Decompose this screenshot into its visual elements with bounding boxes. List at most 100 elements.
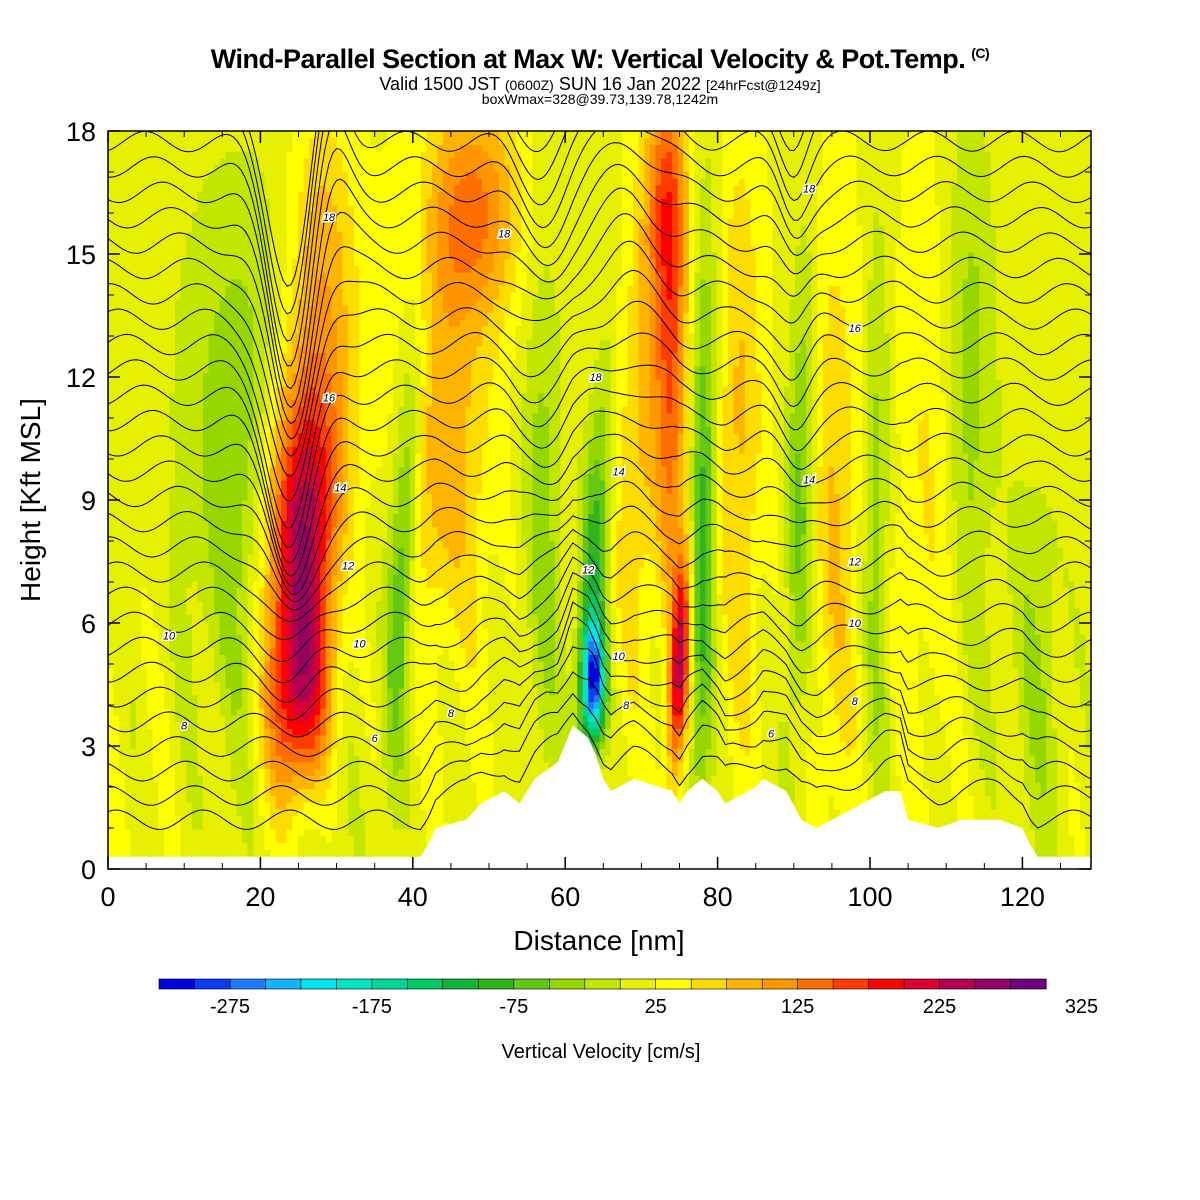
velocity-cell <box>510 775 517 783</box>
velocity-cell <box>359 848 366 857</box>
velocity-cell <box>733 754 740 763</box>
velocity-cell <box>270 728 277 736</box>
velocity-cell <box>940 681 947 689</box>
velocity-cell <box>716 781 724 790</box>
velocity-cell <box>454 754 461 763</box>
velocity-cell <box>242 714 249 723</box>
velocity-cell <box>571 681 578 689</box>
velocity-cell <box>186 754 193 763</box>
velocity-cell <box>337 788 344 796</box>
velocity-cell <box>538 728 545 736</box>
velocity-cell <box>242 687 249 696</box>
velocity-cell <box>135 775 143 783</box>
velocity-cell <box>1029 708 1036 716</box>
velocity-cell <box>538 708 545 716</box>
velocity-cell <box>135 701 143 709</box>
velocity-cell <box>945 795 953 803</box>
velocity-cell <box>476 781 483 790</box>
velocity-cell <box>225 781 232 790</box>
velocity-cell <box>683 754 690 763</box>
velocity-cell <box>309 795 316 803</box>
velocity-cell <box>990 754 997 763</box>
velocity-cell <box>940 801 947 810</box>
velocity-cell <box>940 761 947 770</box>
velocity-cell <box>660 775 668 783</box>
velocity-cell <box>655 748 662 756</box>
velocity-cell <box>1085 842 1091 850</box>
velocity-cell <box>253 728 260 736</box>
velocity-cell <box>191 754 199 763</box>
velocity-cell <box>409 748 416 756</box>
velocity-cell <box>1068 788 1075 796</box>
velocity-cell <box>208 681 215 689</box>
velocity-cell <box>135 788 143 796</box>
velocity-cell <box>655 734 662 743</box>
velocity-cell <box>459 795 467 803</box>
velocity-cell <box>214 848 221 857</box>
velocity-cell <box>320 708 327 716</box>
velocity-cell <box>387 761 394 770</box>
velocity-cell <box>789 714 796 723</box>
velocity-cell <box>1012 808 1020 816</box>
velocity-cell <box>789 795 796 803</box>
velocity-cell <box>264 741 271 749</box>
velocity-cell <box>850 741 858 749</box>
velocity-cell <box>191 842 199 850</box>
velocity-cell <box>152 701 159 709</box>
velocity-cell <box>649 775 657 783</box>
velocity-cell <box>487 748 495 756</box>
velocity-cell <box>147 761 154 770</box>
velocity-cell <box>610 687 617 696</box>
velocity-cell <box>878 701 886 709</box>
velocity-cell <box>130 681 137 689</box>
velocity-cell <box>504 714 511 723</box>
velocity-cell <box>1035 808 1042 816</box>
velocity-cell <box>778 768 785 776</box>
velocity-cell <box>297 714 305 723</box>
velocity-cell <box>962 748 969 756</box>
velocity-cell <box>644 714 651 723</box>
velocity-cell <box>901 775 908 783</box>
velocity-cell <box>242 842 249 850</box>
velocity-cell <box>694 748 701 756</box>
velocity-cell <box>337 748 344 756</box>
velocity-cell <box>962 801 969 810</box>
velocity-cell <box>152 674 159 682</box>
velocity-cell <box>638 687 645 696</box>
velocity-cell <box>923 754 930 763</box>
velocity-cell <box>381 674 388 682</box>
velocity-cell <box>309 694 316 702</box>
velocity-cell <box>957 721 964 729</box>
velocity-cell <box>889 681 897 689</box>
velocity-cell <box>236 835 243 843</box>
velocity-cell <box>191 687 199 696</box>
velocity-cell <box>839 708 846 716</box>
velocity-cell <box>633 714 640 723</box>
velocity-cell <box>755 734 763 743</box>
velocity-cell <box>1051 842 1059 850</box>
velocity-cell <box>242 815 249 823</box>
velocity-cell <box>437 714 444 723</box>
velocity-cell <box>135 828 143 837</box>
velocity-cell <box>180 721 187 729</box>
velocity-cell <box>828 788 835 796</box>
velocity-cell <box>521 728 528 736</box>
velocity-cell <box>901 748 908 756</box>
velocity-cell <box>230 681 238 689</box>
velocity-cell <box>258 848 266 857</box>
velocity-cell <box>297 728 305 736</box>
velocity-cell <box>163 728 171 736</box>
velocity-cell <box>482 734 489 743</box>
velocity-cell <box>1040 694 1047 702</box>
velocity-cell <box>660 701 668 709</box>
velocity-cell <box>286 815 293 823</box>
velocity-cell <box>621 775 629 783</box>
velocity-cell <box>180 801 187 810</box>
velocity-cell <box>940 815 947 823</box>
velocity-cell <box>1068 728 1075 736</box>
velocity-cell <box>677 734 684 743</box>
velocity-cell <box>202 681 210 689</box>
velocity-cell <box>923 795 930 803</box>
velocity-cell <box>739 768 746 776</box>
velocity-cell <box>387 687 394 696</box>
